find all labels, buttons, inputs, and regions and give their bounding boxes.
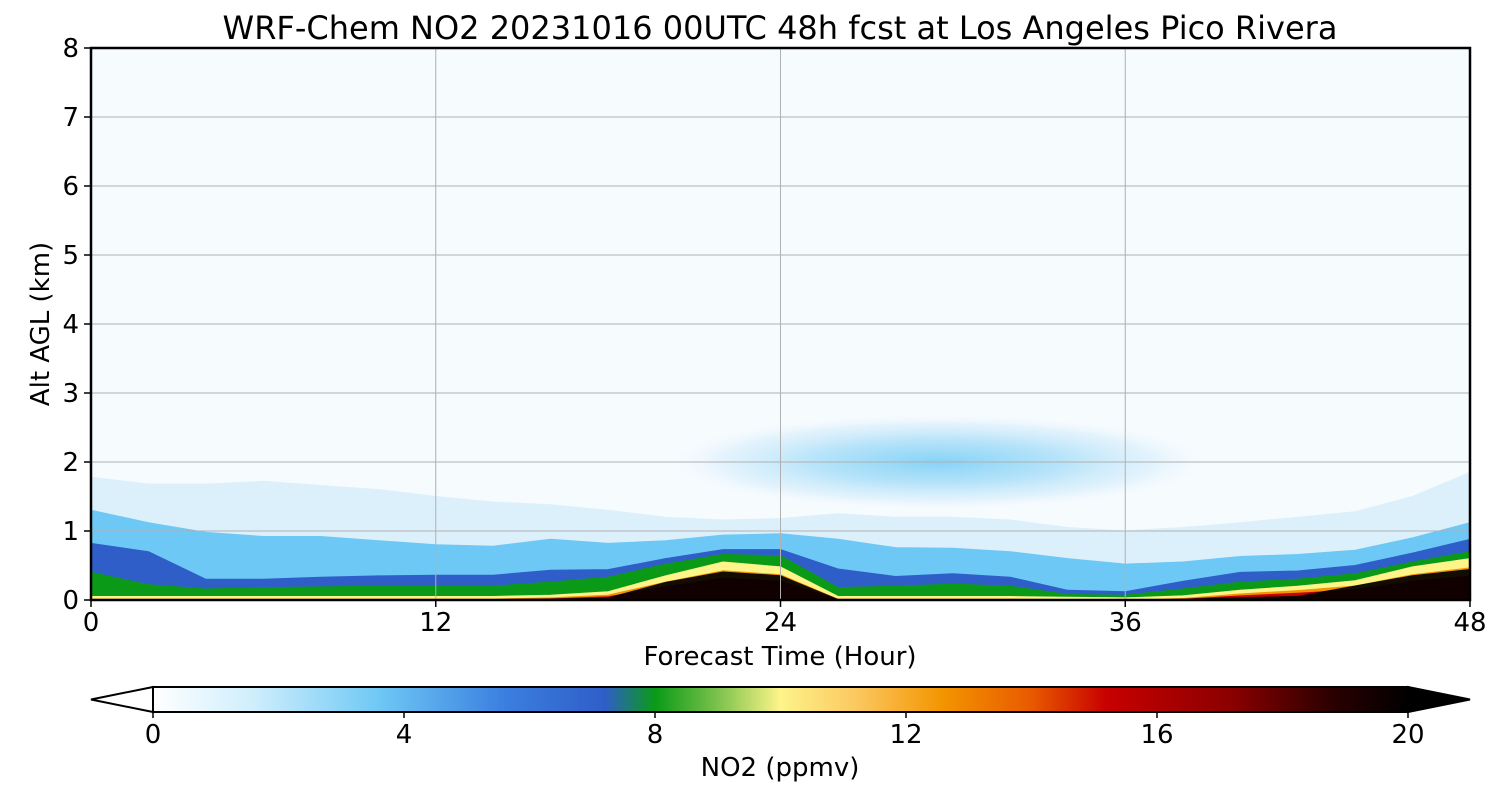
y-tick-label: 5 [62, 241, 79, 271]
colorbar-tick-label: 16 [1140, 720, 1173, 750]
colorbar-extend-min [90, 685, 154, 714]
x-tick-label: 0 [83, 608, 100, 638]
grid-lines [91, 48, 1470, 600]
y-tick-label: 7 [62, 103, 79, 133]
colorbar-tick-label: 8 [647, 720, 664, 750]
colorbar-tick-label: 12 [889, 720, 922, 750]
y-tick-label: 3 [62, 379, 79, 409]
colorbar-label: NO2 (ppmv) [701, 753, 860, 783]
plot-area [89, 46, 1472, 602]
x-tick-label: 36 [1109, 608, 1142, 638]
colorbar-extend-max [1407, 685, 1471, 714]
x-tick-label: 48 [1453, 608, 1486, 638]
colorbar-tick-label: 20 [1391, 720, 1424, 750]
y-tick-label: 1 [62, 517, 79, 547]
x-tick-label: 24 [764, 608, 797, 638]
chart-title: WRF-Chem NO2 20231016 00UTC 48h fcst at … [223, 9, 1338, 47]
y-tick-label: 4 [62, 310, 79, 340]
x-axis-label: Forecast Time (Hour) [643, 642, 916, 672]
y-axis-ticks: 0 1 2 3 4 5 6 7 8 [62, 34, 91, 616]
y-tick-label: 0 [62, 586, 79, 616]
colorbar-ticks: 0 4 8 12 16 20 [145, 712, 1425, 750]
colorbar-tick-label: 4 [396, 720, 413, 750]
colorbar-frame [152, 686, 1409, 713]
y-axis-label: Alt AGL (km) [26, 242, 56, 406]
y-tick-label: 8 [62, 34, 79, 64]
colorbar-gradient [153, 687, 1408, 712]
x-tick-label: 12 [419, 608, 452, 638]
x-axis-ticks: 0 12 24 36 48 [83, 600, 1487, 638]
y-tick-label: 6 [62, 172, 79, 202]
colorbar-tick-label: 0 [145, 720, 162, 750]
colorbar: 0 4 8 12 16 20 NO2 (ppmv) [90, 685, 1471, 783]
y-tick-label: 2 [62, 448, 79, 478]
